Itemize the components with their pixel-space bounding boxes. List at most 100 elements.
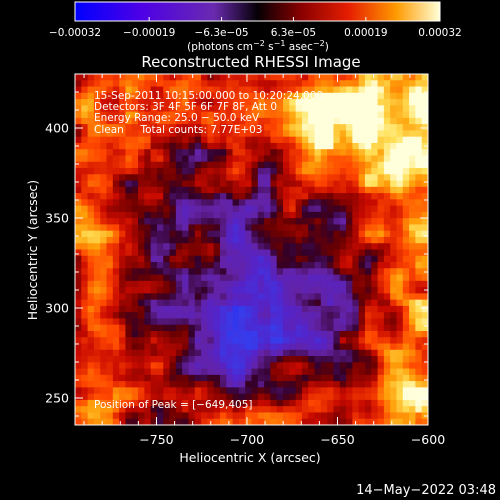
heatmap-cell — [232, 180, 240, 188]
heatmap-cell — [421, 362, 428, 370]
heatmap-cell — [320, 218, 328, 226]
heatmap-cell — [251, 168, 259, 175]
heatmap-cell — [333, 406, 341, 414]
heatmap-cell — [201, 230, 208, 238]
heatmap-cell — [339, 337, 347, 345]
heatmap-cell — [270, 243, 278, 251]
heatmap-cell — [377, 174, 385, 182]
heatmap-cell — [194, 86, 202, 94]
heatmap-cell — [112, 86, 120, 94]
heatmap-cell — [226, 186, 234, 194]
heatmap-cell — [257, 205, 265, 213]
heatmap-cell — [327, 155, 335, 163]
heatmap-cell — [314, 193, 322, 200]
heatmap-cell — [207, 105, 215, 113]
heatmap-cell — [396, 299, 404, 307]
heatmap-cell — [150, 418, 158, 425]
heatmap-cell — [163, 205, 171, 213]
heatmap-cell — [415, 124, 423, 132]
heatmap-cell — [232, 168, 240, 175]
heatmap-cell — [314, 80, 322, 88]
heatmap-cell — [156, 343, 164, 351]
heatmap-cell — [169, 199, 177, 207]
heatmap-cell — [358, 105, 366, 113]
heatmap-cell — [333, 211, 341, 219]
heatmap-cell — [238, 243, 246, 251]
heatmap-cell — [182, 86, 190, 94]
heatmap-cell — [314, 255, 322, 263]
heatmap-cell — [201, 236, 208, 244]
heatmap-cell — [219, 136, 227, 144]
heatmap-cell — [182, 249, 190, 257]
heatmap-cell — [131, 149, 139, 157]
heatmap-cell — [358, 337, 366, 345]
heatmap-cell — [238, 168, 246, 175]
heatmap-cell — [289, 387, 297, 395]
heatmap-cell — [112, 74, 120, 81]
heatmap-cell — [346, 211, 353, 219]
heatmap-cell — [245, 218, 253, 226]
heatmap-cell — [333, 224, 341, 232]
heatmap-cell — [295, 161, 303, 169]
heatmap-cell — [144, 236, 152, 244]
heatmap-cell — [289, 111, 297, 119]
heatmap-cell — [383, 124, 391, 132]
heatmap-cell — [333, 399, 341, 407]
heatmap-cell — [213, 324, 221, 332]
heatmap-cell — [396, 356, 404, 363]
heatmap-cell — [81, 180, 89, 188]
heatmap-cell — [327, 99, 335, 106]
heatmap-cell — [245, 374, 253, 382]
heatmap-cell — [207, 399, 215, 407]
heatmap-cell — [320, 299, 328, 307]
heatmap-cell — [264, 349, 272, 357]
heatmap-cell — [112, 387, 120, 395]
heatmap-cell — [409, 393, 416, 401]
heatmap-cell — [257, 111, 265, 119]
heatmap-cell — [396, 174, 404, 182]
heatmap-cell — [207, 274, 215, 282]
heatmap-cell — [226, 80, 234, 88]
heatmap-cell — [219, 92, 227, 100]
heatmap-cell — [283, 412, 290, 420]
heatmap-cell — [93, 262, 101, 269]
heatmap-cell — [358, 142, 366, 150]
heatmap-cell — [175, 92, 183, 100]
heatmap-cell — [283, 174, 290, 182]
heatmap-cell — [156, 393, 164, 401]
heatmap-cell — [75, 249, 82, 257]
heatmap-cell — [163, 136, 171, 144]
heatmap-cell — [264, 117, 272, 125]
heatmap-cell — [383, 86, 391, 94]
heatmap-cell — [314, 368, 322, 376]
heatmap-cell — [308, 111, 316, 119]
heatmap-cell — [320, 356, 328, 363]
heatmap-cell — [226, 105, 234, 113]
heatmap-cell — [182, 236, 190, 244]
heatmap-cell — [81, 224, 89, 232]
heatmap-cell — [402, 399, 410, 407]
heatmap-cell — [270, 180, 278, 188]
heatmap-cell — [219, 274, 227, 282]
heatmap-cell — [188, 268, 196, 276]
heatmap-cell — [100, 255, 108, 263]
heatmap-cell — [201, 387, 208, 395]
heatmap-cell — [301, 199, 309, 207]
heatmap-cell — [364, 230, 372, 238]
heatmap-cell — [144, 243, 152, 251]
heatmap-cell — [402, 174, 410, 182]
heatmap-cell — [308, 205, 316, 213]
heatmap-cell — [238, 362, 246, 370]
heatmap-cell — [213, 74, 221, 81]
heatmap-cell — [289, 74, 297, 81]
heatmap-cell — [226, 205, 234, 213]
heatmap-cell — [138, 368, 145, 376]
heatmap-cell — [219, 399, 227, 407]
heatmap-cell — [112, 230, 120, 238]
heatmap-cell — [163, 92, 171, 100]
heatmap-cell — [81, 155, 89, 163]
heatmap-cell — [175, 268, 183, 276]
heatmap-cell — [245, 343, 253, 351]
heatmap-cell — [371, 130, 379, 138]
heatmap-cell — [219, 186, 227, 194]
